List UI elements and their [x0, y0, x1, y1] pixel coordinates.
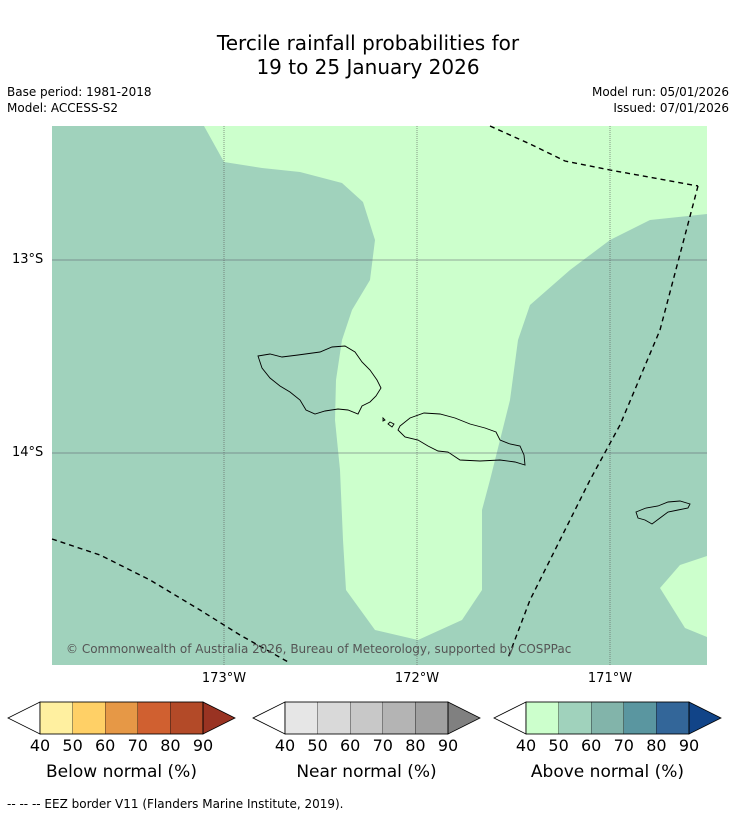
near-cbar-segment: [284, 701, 318, 735]
below-cbar-tick: 40: [29, 736, 51, 755]
eez-footer-note: -- -- -- EEZ border V11 (Flanders Marine…: [7, 797, 344, 811]
near-cbar-segment: [415, 701, 449, 735]
eez-borders: [51, 125, 699, 664]
copyright-text: © Commonwealth of Australia 2026, Bureau…: [66, 642, 571, 656]
near-cbar-tick: 90: [437, 736, 459, 755]
below-cbar-segment: [72, 701, 106, 735]
lat-label-13s: 13°S: [12, 252, 44, 267]
near-cbar-segment: [382, 701, 416, 735]
eez-border-north: [489, 125, 699, 187]
below-cbar-tick: 80: [160, 736, 181, 755]
title-line-2: 19 to 25 January 2026: [256, 55, 480, 79]
light-green-patch: [660, 556, 707, 637]
above-cbar-tick: 70: [613, 736, 634, 755]
near-cbar-high-arrow: [447, 701, 481, 735]
savaii-island: [257, 345, 382, 415]
below-cbar-high-arrow: [202, 701, 236, 735]
model-run: Model run: 05/01/2026: [591, 85, 729, 99]
near-cbar-tick: 70: [372, 736, 393, 755]
eez-border-west: [51, 538, 291, 664]
below-cbar-tick: 50: [62, 736, 83, 755]
near-cbar-outline: [284, 701, 449, 735]
lon-label-171w: 171°W: [587, 671, 633, 686]
near-cbar-segment: [317, 701, 351, 735]
above-cbar-outline: [525, 701, 690, 735]
coastlines: [257, 345, 691, 525]
colorbars: [7, 701, 722, 735]
above-cbar-tick: 60: [581, 736, 602, 755]
above-cbar-tick: 90: [678, 736, 700, 755]
above-cbar-segment: [591, 701, 624, 735]
map-title: Tercile rainfall probabilities for 19 to…: [0, 31, 736, 79]
lon-label-173w: 173°W: [201, 671, 247, 686]
below-cbar-tick: 70: [127, 736, 148, 755]
meta-left: Base period: 1981-2018 Model: ACCESS-S2: [7, 84, 152, 116]
below-cbar-low-arrow: [7, 701, 41, 735]
below-cbar-tick: 90: [192, 736, 214, 755]
above-cbar-segment: [525, 701, 559, 735]
below-cbar-segment: [170, 701, 204, 735]
below-cbar-title: Below normal (%): [46, 762, 197, 782]
base-period: Base period: 1981-2018: [7, 85, 152, 99]
below-cbar-segment: [39, 701, 73, 735]
lat-label-14s: 14°S: [12, 445, 44, 460]
manono-islet: [387, 421, 395, 428]
near-cbar-tick: 60: [340, 736, 361, 755]
above-cbar-low-arrow: [493, 701, 527, 735]
near-cbar-tick: 80: [405, 736, 426, 755]
light-green-region: [204, 126, 707, 640]
above-cbar-title: Above normal (%): [530, 762, 685, 782]
below-cbar-segment: [105, 701, 138, 735]
near-cbar-segment: [350, 701, 383, 735]
above-cbar-tick: 80: [646, 736, 667, 755]
upolu-island: [397, 412, 526, 466]
below-cbar-tick: 60: [95, 736, 116, 755]
issued-date: Issued: 07/01/2026: [613, 101, 729, 115]
apolima-islet: [382, 416, 386, 422]
meta-right: Model run: 05/01/2026 Issued: 07/01/2026: [592, 84, 729, 116]
model-name: Model: ACCESS-S2: [7, 101, 119, 115]
above-cbar-tick: 50: [548, 736, 569, 755]
below-cbar-outline: [39, 701, 204, 735]
eez-border-east: [507, 185, 699, 659]
near-cbar-tick: 40: [274, 736, 296, 755]
near-cbar-low-arrow: [252, 701, 286, 735]
above-cbar-segment: [558, 701, 592, 735]
near-cbar-tick: 50: [307, 736, 328, 755]
above-cbar-tick: 40: [515, 736, 537, 755]
above-cbar-segment: [623, 701, 657, 735]
below-cbar-segment: [137, 701, 171, 735]
above-cbar-high-arrow: [688, 701, 722, 735]
tutuila-island: [635, 500, 691, 525]
lon-label-172w: 172°W: [394, 671, 440, 686]
near-cbar-title: Near normal (%): [296, 762, 437, 782]
grid-lat-lines: [52, 259, 707, 454]
title-line-1: Tercile rainfall probabilities for: [216, 31, 520, 55]
above-cbar-segment: [656, 701, 690, 735]
